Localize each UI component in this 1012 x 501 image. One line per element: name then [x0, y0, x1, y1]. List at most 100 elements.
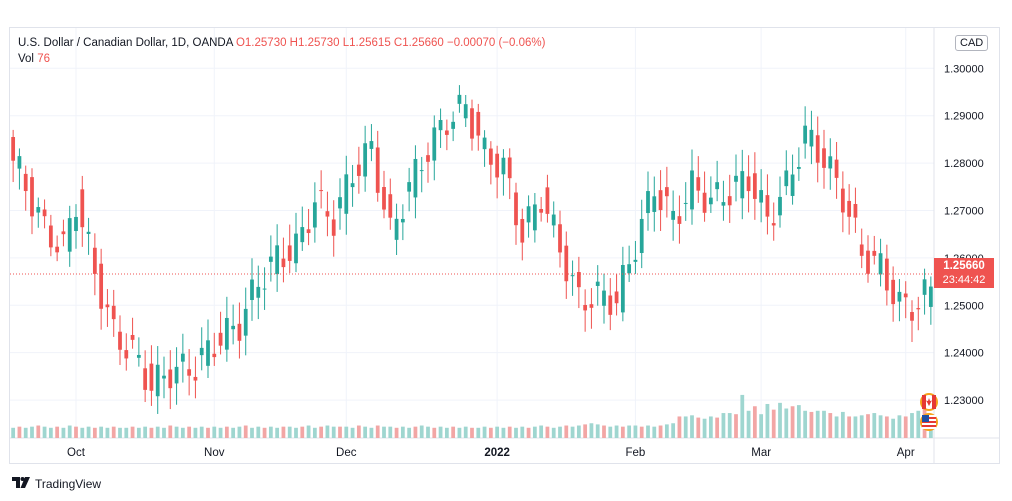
volume-bar: [413, 426, 418, 438]
volume-bar: [331, 426, 336, 438]
volume-bar: [275, 427, 280, 438]
last-price-tag: 1.25660 23:44:42: [934, 258, 994, 288]
candle-body: [878, 253, 883, 275]
volume-bar: [526, 427, 531, 438]
volume-bar: [847, 416, 852, 438]
volume-bar: [243, 425, 248, 438]
candle-body: [558, 224, 562, 253]
candle-body: [790, 174, 795, 196]
volume-bar: [231, 427, 236, 438]
candle-body: [400, 218, 405, 223]
candle-body: [275, 245, 280, 275]
last-price: 1.25660: [943, 260, 985, 272]
volume-bar: [734, 414, 738, 438]
currency-badge[interactable]: CAD: [955, 35, 989, 51]
candle-body: [426, 155, 430, 162]
canada-flag-icon[interactable]: [920, 393, 938, 411]
volume-bar: [859, 415, 864, 438]
volume-bar: [564, 425, 569, 438]
candle-body: [331, 219, 336, 236]
volume-bar: [884, 416, 889, 438]
volume-bar: [897, 415, 902, 438]
candle-body: [922, 279, 927, 295]
volume-bar: [595, 424, 600, 438]
candle-body: [11, 137, 16, 161]
volume-bar: [344, 426, 349, 438]
candle-body: [822, 148, 826, 168]
volume-bar: [281, 426, 286, 438]
volume-bar: [488, 427, 493, 438]
x-tick-label: Oct: [67, 447, 86, 459]
candle-body: [250, 279, 254, 301]
volume-bar: [715, 417, 720, 438]
tradingview-logo[interactable]: TradingView: [12, 476, 101, 491]
candle-body: [231, 325, 236, 330]
candle-body: [306, 229, 311, 234]
volume-bar: [319, 426, 324, 438]
candle-body: [564, 245, 569, 282]
volume-bar: [407, 427, 412, 438]
candle-body: [105, 304, 110, 308]
candle-body: [350, 183, 355, 188]
candle-body: [853, 203, 858, 218]
candle-body: [23, 173, 28, 192]
volume-bar: [287, 426, 292, 438]
candle-body: [815, 135, 820, 163]
volume-bar: [532, 426, 537, 438]
candle-body: [130, 334, 135, 340]
candle-body: [690, 170, 694, 210]
x-tick-label: 2022: [484, 447, 510, 459]
candle-body: [407, 182, 412, 192]
volume-bar: [539, 425, 544, 438]
candle-body: [262, 288, 267, 290]
candle-body: [595, 281, 600, 286]
symbol-title[interactable]: U.S. Dollar / Canadian Dollar, 1D, OANDA: [18, 37, 233, 49]
candle-body: [212, 353, 217, 358]
volume-bar: [551, 427, 556, 438]
candle-body: [451, 121, 456, 129]
candle-body: [199, 347, 204, 356]
volume-bar: [652, 426, 657, 438]
volume-bar: [840, 411, 845, 438]
volume-bar: [432, 427, 437, 438]
volume-bar: [136, 427, 141, 438]
y-tick-label: 1.23000: [944, 395, 984, 407]
chart-frame: [9, 27, 1000, 464]
volume-bar: [803, 410, 808, 438]
volume-bar: [916, 410, 921, 438]
candle-body: [708, 197, 713, 205]
candle-body: [180, 353, 185, 362]
volume-label[interactable]: Vol: [18, 53, 34, 65]
volume-bar: [784, 408, 789, 438]
volume-bar: [470, 427, 474, 438]
volume-bar: [910, 413, 914, 438]
volume-bar: [501, 427, 506, 438]
volume-bar: [639, 426, 644, 438]
us-flag-icon[interactable]: [920, 413, 938, 431]
volume-bar: [771, 409, 776, 438]
candle-body: [218, 332, 223, 346]
y-tick-label: 1.30000: [944, 63, 984, 75]
volume-bar: [463, 426, 468, 438]
volume-bar: [350, 427, 355, 438]
candle-body: [501, 157, 506, 175]
candle-body: [771, 223, 776, 226]
candle-body: [394, 218, 399, 240]
x-tick-label: Dec: [336, 447, 357, 459]
candle-body: [174, 366, 179, 384]
volume-bar: [375, 425, 380, 438]
candle-body: [646, 191, 650, 214]
chart-legend: U.S. Dollar / Canadian Dollar, 1D, OANDA…: [18, 35, 545, 67]
candle-body: [118, 331, 122, 350]
candle-body: [444, 130, 449, 135]
candle-body: [457, 94, 462, 104]
volume-bar: [853, 416, 858, 438]
volume-bar: [187, 426, 192, 438]
x-tick-label: Apr: [897, 447, 915, 459]
candle-body: [413, 158, 418, 198]
volume-bar: [369, 427, 374, 438]
brand-name: TradingView: [35, 476, 102, 491]
candle-body: [702, 192, 707, 213]
volume-bar: [356, 425, 361, 438]
